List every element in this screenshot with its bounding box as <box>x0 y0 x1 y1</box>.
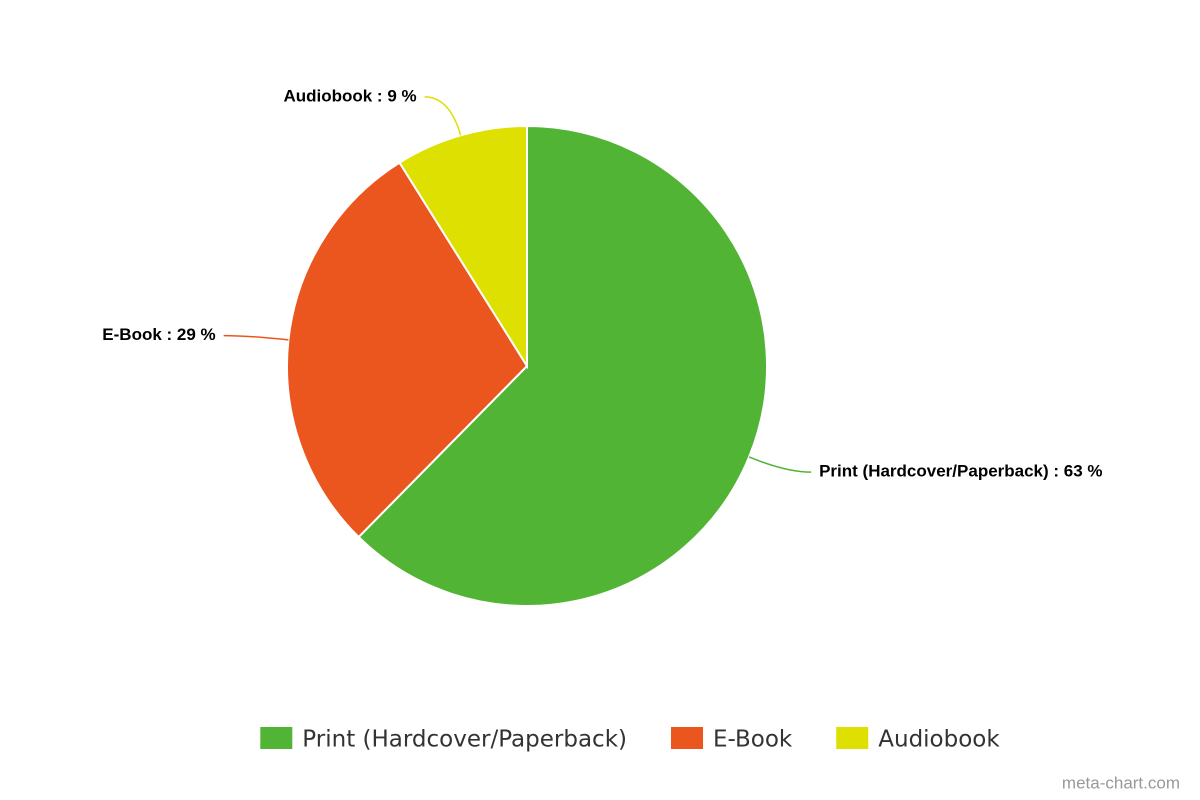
data-label: Print (Hardcover/Paperback) : 63 % <box>819 462 1102 481</box>
legend-item: E-Book <box>670 727 793 753</box>
pie: Print (Hardcover/Paperback) : 63 % E-Book… <box>102 86 1103 607</box>
legend-swatch <box>670 727 703 749</box>
legend-swatch <box>836 727 869 749</box>
data-label: Audiobook : 9 % <box>283 86 416 105</box>
leader-line <box>223 334 289 341</box>
data-label: E-Book : 29 % <box>102 325 215 344</box>
legend-item: Audiobook <box>836 727 1000 753</box>
legend: Print (Hardcover/Paperback) E-Book Audiobo… <box>260 727 1000 753</box>
legend-label: E-Book <box>713 727 793 753</box>
leader-line <box>424 96 462 136</box>
legend-swatch <box>260 727 293 749</box>
legend-item: Print (Hardcover/Paperback) <box>260 727 627 753</box>
pie-slice <box>357 124 768 607</box>
legend-label: Audiobook <box>878 727 1000 753</box>
pie-slice <box>398 124 528 370</box>
leader-line <box>748 456 812 473</box>
credit: meta-chart.com <box>1062 773 1180 792</box>
legend-label: Print (Hardcover/Paperback) <box>302 727 627 753</box>
